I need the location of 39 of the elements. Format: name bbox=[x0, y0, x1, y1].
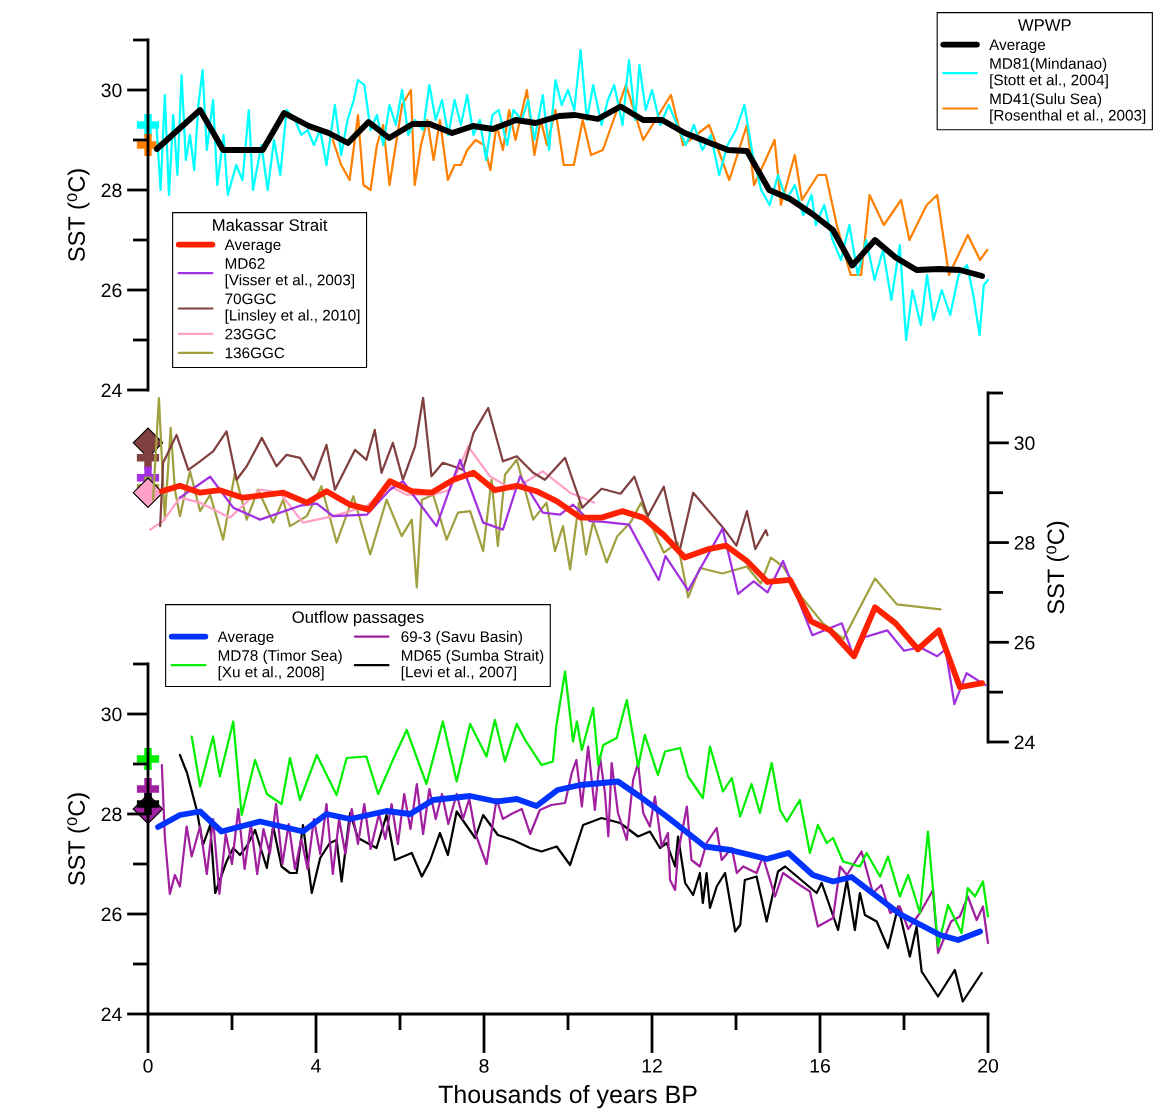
legend-label: MD65 (Sumba Strait) [Levi et al., 2007] bbox=[401, 649, 544, 681]
x-tick-label: 20 bbox=[978, 1058, 999, 1073]
x-tick-label: 8 bbox=[479, 1058, 489, 1073]
legend-label: MD78 (Timor Sea) [Xu et al., 2008] bbox=[218, 649, 342, 681]
legend-label: 69-3 (Savu Basin) bbox=[401, 630, 523, 646]
y-tick-label: 28 bbox=[1014, 536, 1035, 550]
y-tick-label: 30 bbox=[101, 83, 122, 98]
legend-label: 70GGC [Linsley et al., 2010] bbox=[225, 293, 360, 324]
legend-label: 136GGC bbox=[225, 347, 285, 359]
x-tick-label: 4 bbox=[311, 1059, 321, 1073]
legend-label: MD41(Sulu Sea) [Rosenthal et al., 2003] bbox=[990, 92, 1146, 124]
y-tick-label: 30 bbox=[1014, 436, 1035, 451]
y-axis-title: SST (⁰C) bbox=[67, 169, 90, 262]
y-tick-label: 28 bbox=[101, 807, 122, 822]
x-tick-label: 0 bbox=[143, 1058, 153, 1073]
y-tick-label: 26 bbox=[1014, 635, 1035, 650]
legend-label: MD81(Mindanao) [Stott et al., 2004] bbox=[990, 57, 1108, 89]
legend-label: Average bbox=[989, 39, 1046, 54]
legend-title: Outflow passages bbox=[292, 610, 424, 627]
line-series bbox=[178, 753, 983, 1003]
y-tick-label: 24 bbox=[101, 1007, 122, 1022]
y-tick-label: 24 bbox=[101, 383, 122, 398]
y-tick-label: 26 bbox=[101, 283, 122, 298]
legend-label: Average bbox=[224, 239, 281, 254]
y-tick-label: 26 bbox=[101, 907, 122, 922]
y-axis-title: SST (⁰C) bbox=[1046, 521, 1069, 614]
legend-title: WPWP bbox=[1018, 19, 1071, 31]
x-tick-label: 12 bbox=[642, 1058, 662, 1073]
legend-label: Average bbox=[217, 631, 274, 646]
legend-title: Makassar Strait bbox=[213, 218, 328, 231]
legend-label: 23GGC bbox=[225, 328, 276, 340]
x-axis-title: Thousands of years BP bbox=[438, 1084, 697, 1109]
line-series bbox=[148, 445, 596, 531]
y-tick-label: 30 bbox=[101, 707, 122, 722]
y-tick-label: 24 bbox=[1014, 735, 1035, 750]
x-tick-label: 16 bbox=[810, 1058, 830, 1073]
y-axis-title: SST (⁰C) bbox=[67, 793, 90, 886]
legend-label: MD62 [Visser et al., 2003] bbox=[225, 258, 355, 289]
y-tick-label: 28 bbox=[101, 183, 122, 198]
